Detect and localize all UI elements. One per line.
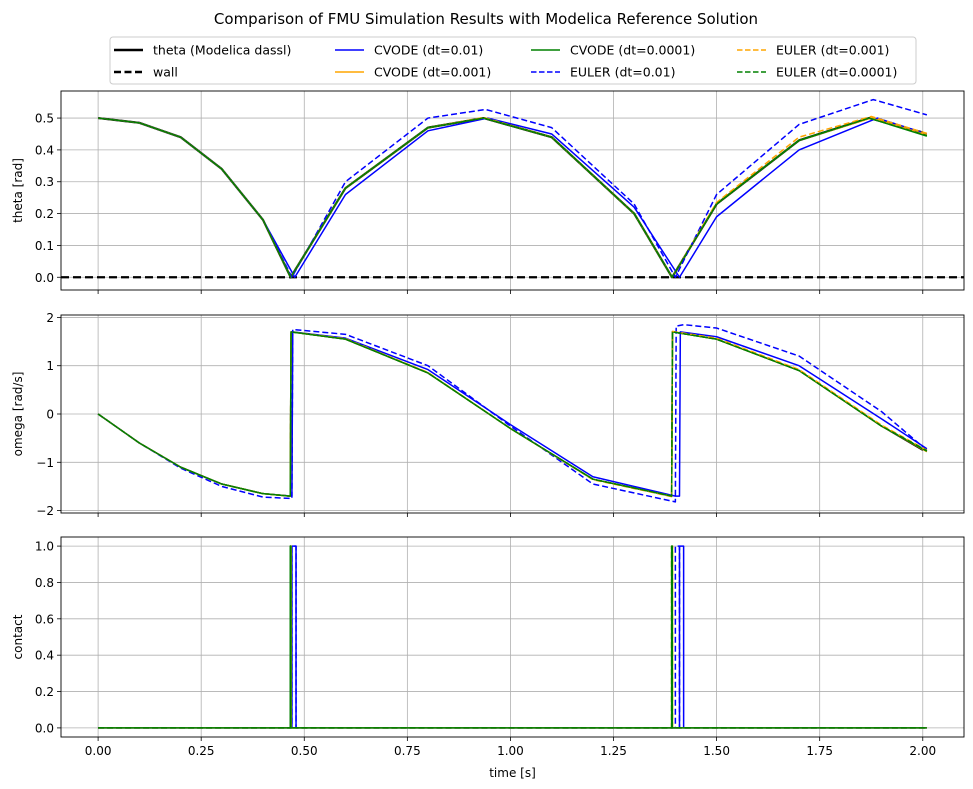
legend-entry: CVODE (dt=0.0001) [531,43,695,58]
legend-label: EULER (dt=0.001) [776,43,889,58]
y-axis-label: contact [11,614,25,659]
series-group [61,98,964,279]
legend-entry: theta (Modelica dassl) [114,43,291,58]
y-tick-label: 0.2 [35,207,54,221]
y-tick-label: 0 [46,408,54,422]
y-tick-label: 0.4 [35,143,54,157]
y-tick-label: 0.8 [35,576,54,590]
legend-label: EULER (dt=0.0001) [776,65,897,80]
y-axis-label: theta [rad] [11,158,25,223]
axes-frame [60,536,965,738]
y-tick-label: −2 [36,504,54,518]
legend-entry: EULER (dt=0.0001) [737,65,897,80]
y-axis-label: omega [rad/s] [11,372,25,457]
x-tick-label: 1.50 [703,744,730,758]
y-tick-label: 0.1 [35,239,54,253]
x-axis-label: time [s] [489,766,536,780]
figure-title: Comparison of FMU Simulation Results wit… [214,10,758,28]
x-tick-label: 0.50 [291,744,318,758]
legend-entry: EULER (dt=0.01) [531,65,675,80]
y-tick-label: 0.2 [35,685,54,699]
x-tick-label: 2.00 [909,744,936,758]
x-tick-label: 1.25 [600,744,627,758]
x-tick-label: 0.75 [394,744,421,758]
y-tick-label: 0.3 [35,175,54,189]
y-tick-label: −1 [36,456,54,470]
panels: 0.0 0.1 0.2 0.3 0.4 0.5 theta [rad] −2 −1 0 1 2 omeg… [11,90,965,780]
legend-entry: CVODE (dt=0.01) [335,43,483,58]
legend-entry: EULER (dt=0.001) [737,43,889,58]
chart-panel-1: 0.0 0.1 0.2 0.3 0.4 0.5 theta [rad] [11,90,965,294]
legend-entry: CVODE (dt=0.001) [335,65,491,80]
y-tick-label: 2 [46,311,54,325]
y-tick-label: 0.0 [35,721,54,735]
series-line-euler-dt-0-0001 [98,117,928,279]
series-line-euler-dt-0-0001 [97,331,928,497]
y-tick-label: 0.4 [35,649,54,663]
series-line-euler-dt-0-01 [97,323,928,503]
legend-entry: wall [114,65,178,80]
legend-label: CVODE (dt=0.0001) [570,43,695,58]
y-tick-label: 1.0 [35,540,54,554]
series-line-euler-dt-0-0001 [98,545,927,729]
x-tick-label: 0.00 [85,744,112,758]
y-tick-label: 0.6 [35,612,54,626]
legend-label: wall [153,65,178,80]
legend-label: CVODE (dt=0.001) [374,65,491,80]
legend-label: CVODE (dt=0.01) [374,43,483,58]
series-group [98,545,927,729]
legend: theta (Modelica dassl) wall CVODE (dt=0.01… [109,36,917,85]
axes-frame [60,90,965,291]
series-group [97,323,928,503]
y-tick-label: 1 [46,359,54,373]
chart-panel-2: −2 −1 0 1 2 omega [rad/s] [11,311,965,518]
chart-panel-3: 0.00 0.25 0.50 0.75 1.00 1.25 1.50 1.75 2.00 0.0 0… [11,536,965,780]
axes-frame [60,314,965,514]
x-tick-label: 0.25 [188,744,215,758]
x-tick-label: 1.00 [497,744,524,758]
legend-frame [109,36,917,85]
legend-label: theta (Modelica dassl) [153,43,291,58]
x-tick-label: 1.75 [806,744,833,758]
legend-label: EULER (dt=0.01) [570,65,675,80]
y-tick-label: 0.5 [35,112,54,126]
y-tick-label: 0.0 [35,271,54,285]
